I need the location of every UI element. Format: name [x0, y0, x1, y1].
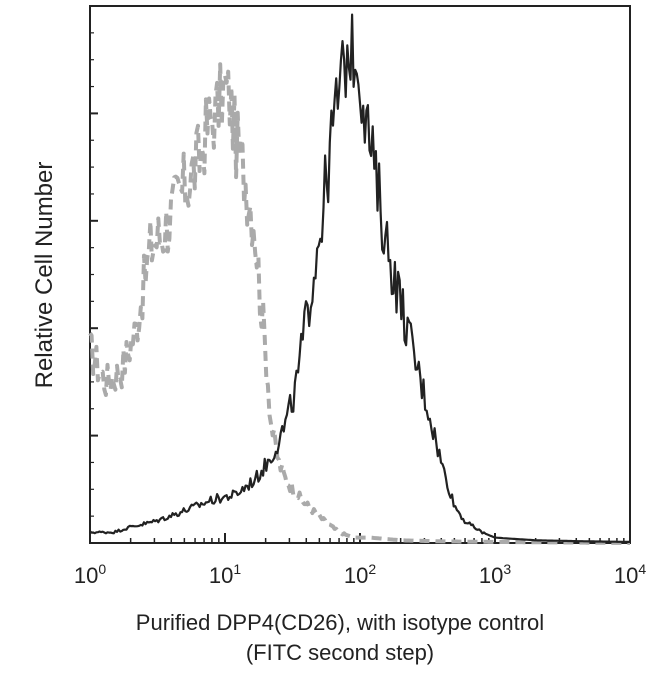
x-axis-title-line1: Purified DPP4(CD26), with isotype contro… — [136, 610, 544, 635]
x-tick-label: 101 — [209, 561, 241, 588]
isotype-control-series-line — [88, 62, 631, 545]
x-tick-label: 102 — [344, 561, 376, 588]
y-axis-title: Relative Cell Number — [31, 162, 58, 389]
x-tick-label: 103 — [479, 561, 511, 588]
x-axis-title-line2: (FITC second step) — [246, 640, 434, 665]
x-tick-label: 100 — [74, 561, 106, 588]
series-layer — [88, 13, 631, 545]
axis-ticks — [89, 5, 631, 544]
x-tick-label: 104 — [614, 561, 646, 588]
x-tick-labels: 100 101 102 103 104 — [74, 561, 646, 588]
plot-frame — [89, 5, 631, 544]
dpp4-series-line — [89, 13, 630, 543]
